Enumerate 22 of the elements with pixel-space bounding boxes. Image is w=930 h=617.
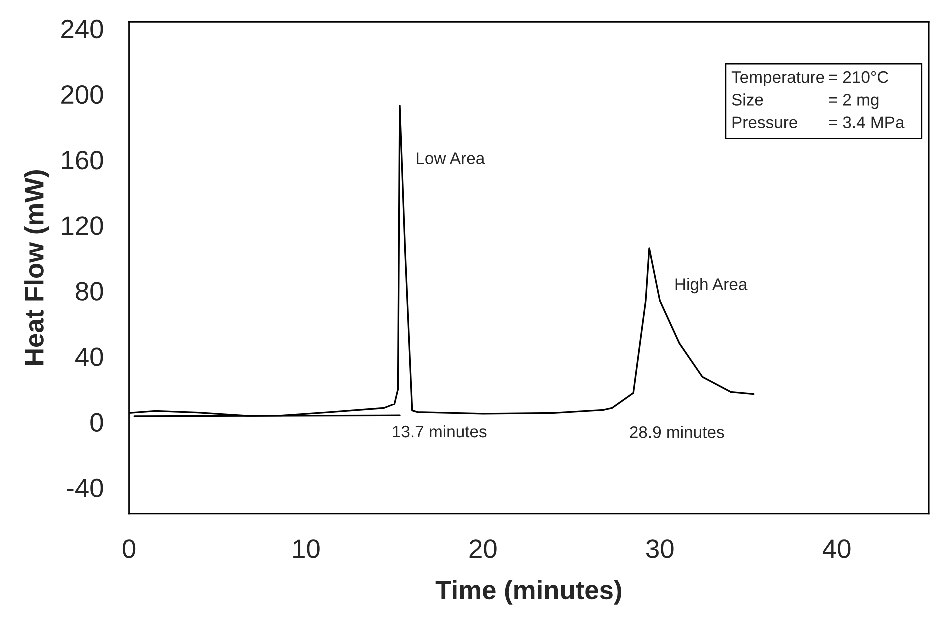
x-tick-label: 40 xyxy=(822,540,851,558)
y-tick-label: -40 xyxy=(67,478,104,498)
y-tick-label: 240 xyxy=(62,20,104,39)
y-tick-label: 80 xyxy=(76,282,104,301)
annotation: 28.9 minutes xyxy=(630,426,724,438)
x-axis-title: Time (minutes) xyxy=(436,580,622,605)
y-tick-label: 200 xyxy=(62,85,104,104)
text: Size = 2 mg xyxy=(732,94,879,110)
x-tick-label: 10 xyxy=(294,540,320,558)
y-tick-label: 120 xyxy=(62,216,104,236)
x-tick-label: 20 xyxy=(470,540,497,558)
x-tick-label: 0 xyxy=(122,540,136,558)
y-tick-label: 160 xyxy=(62,151,104,170)
annotation: 13.7 minutes xyxy=(393,425,487,438)
annotation: Low Area xyxy=(417,152,486,164)
y-tick-label: 40 xyxy=(76,348,104,366)
annotation: High Area xyxy=(676,278,748,294)
annotation: Temperature = 210°C xyxy=(732,71,889,87)
text: Pressure = 3.4 MPa xyxy=(732,116,905,128)
y-axis-title: Heat Flow (mW) xyxy=(24,170,50,366)
x-tick-label: 30 xyxy=(646,540,674,558)
y-tick-label: 0 xyxy=(90,413,104,432)
